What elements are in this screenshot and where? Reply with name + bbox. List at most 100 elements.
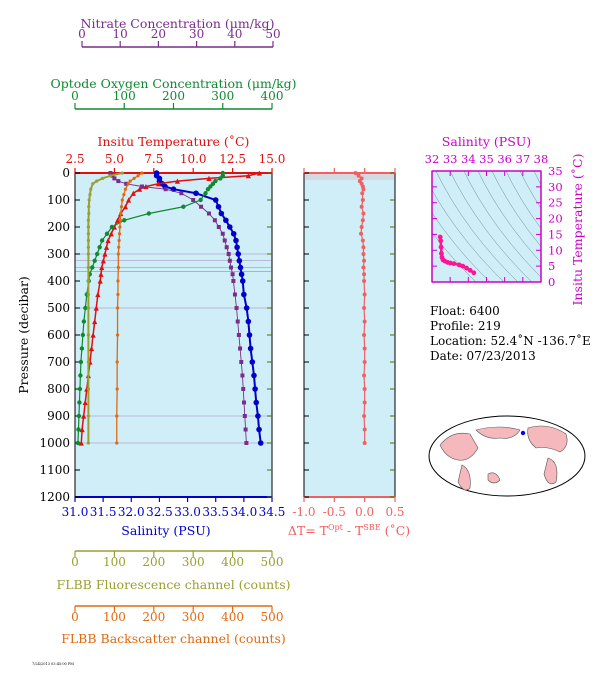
backscatter-point — [115, 306, 120, 310]
fluorescence-point — [95, 179, 99, 183]
backscatter-point — [132, 176, 136, 180]
nitrate-axis-title: Nitrate Concentration (μm/kg) — [81, 16, 275, 31]
nitrate-point — [116, 179, 121, 184]
salinity-point — [239, 278, 246, 284]
backscatter-tick-label: 500 — [261, 610, 284, 624]
salinity-tick-label: 31.5 — [90, 505, 117, 519]
oxygen-point — [79, 346, 85, 351]
oxygen-point — [92, 258, 97, 263]
delta-t-point — [362, 441, 367, 445]
salinity-point — [241, 291, 247, 298]
temperature-point — [92, 318, 98, 325]
nitrate-point — [191, 198, 196, 202]
backscatter-point — [119, 211, 123, 216]
delta-t-point — [361, 187, 366, 192]
ts-point — [467, 267, 473, 273]
ts-point — [439, 251, 444, 256]
nitrate-point — [236, 333, 241, 337]
pressure-tick-label: 100 — [47, 193, 70, 207]
temperature-point — [98, 271, 104, 277]
backscatter-tick-label: 100 — [103, 610, 126, 624]
delta-t-tick-label: -0.5 — [323, 505, 346, 519]
salinity-point — [246, 332, 253, 338]
nitrate-tick-label: 30 — [189, 27, 204, 41]
fluorescence-point — [89, 187, 93, 191]
fluorescence-tick-label: 0 — [71, 555, 79, 569]
pressure-tick-label: 600 — [47, 328, 70, 342]
oxygen-point — [83, 305, 88, 311]
delta-t-point — [362, 279, 367, 283]
ts-density-contour — [505, 171, 541, 229]
fluorescence-point — [87, 205, 91, 209]
fluorescence-point — [120, 171, 124, 175]
ts-point — [438, 238, 444, 244]
fluorescence-point — [87, 211, 91, 216]
temperature-tick-label: 7.5 — [144, 152, 163, 166]
fluorescence-tick-label: 500 — [261, 555, 284, 569]
fluorescence-point — [88, 193, 92, 197]
ts-density-contour — [435, 171, 519, 282]
salinity-tick-label: 34.5 — [259, 505, 286, 519]
pressure-tick-label: 1200 — [39, 490, 70, 504]
nitrate-point — [227, 258, 232, 263]
temperature-point — [206, 175, 212, 181]
pressure-tick-label: 0 — [62, 166, 70, 180]
ts-temperature-tick-label: 0 — [548, 275, 555, 289]
backscatter-point — [128, 179, 132, 183]
fluorescence-point — [91, 182, 95, 186]
fluorescence-point — [86, 232, 90, 236]
float-id: Float: 6400 — [430, 304, 500, 318]
ts-temperature-tick-label: 25 — [548, 196, 563, 210]
delta-t-axis-title: ΔT= TOpt - TSBE (˚C) — [288, 523, 410, 538]
salinity-point — [253, 399, 260, 406]
backscatter-point — [118, 218, 122, 222]
nitrate-point — [229, 265, 234, 270]
world-map — [428, 415, 586, 497]
temperature-point — [82, 399, 88, 406]
nitrate-point — [206, 211, 211, 216]
oxygen-point — [77, 400, 82, 405]
backscatter-point — [115, 414, 119, 418]
nitrate-point — [231, 279, 236, 283]
oxygen-tick-label: 0 — [71, 89, 79, 103]
temperature-point — [99, 264, 105, 271]
temperature-tick-label: 15.0 — [259, 152, 286, 166]
temperature-point — [256, 170, 262, 176]
delta-t-tick-label: 0.5 — [385, 505, 404, 519]
delta-t-point — [362, 272, 367, 277]
salinity-point — [252, 386, 258, 392]
salinity-point — [226, 224, 233, 230]
temperature-tick-label: 10.0 — [180, 152, 207, 166]
pressure-tick-label: 200 — [47, 220, 70, 234]
backscatter-point — [115, 387, 119, 391]
salinity-axis-title: Salinity (PSU) — [121, 523, 210, 538]
delta-t-title-part: (˚C) — [381, 523, 411, 538]
temperature-point — [97, 278, 103, 284]
pressure-tick-label: 900 — [47, 409, 70, 423]
delta-t-title-part: SBE — [363, 523, 380, 532]
nitrate-point — [241, 387, 246, 391]
nitrate-point — [216, 225, 221, 229]
temperature-point — [100, 258, 106, 264]
delta-t-point — [362, 373, 367, 378]
salinity-tick-label: 32.0 — [118, 505, 145, 519]
nitrate-point — [230, 272, 235, 277]
ts-temperature-tick-label: 10 — [548, 243, 563, 257]
pressure-tick-label: 500 — [47, 301, 70, 315]
ts-point — [471, 270, 477, 276]
backscatter-point — [116, 265, 120, 270]
temperature-point — [105, 237, 111, 244]
ts-density-contour — [432, 189, 505, 282]
salinity-point — [243, 305, 250, 311]
nitrate-point — [234, 306, 239, 310]
temperature-point — [108, 231, 114, 237]
temperature-tick-label: 5.0 — [105, 152, 124, 166]
backscatter-point — [126, 182, 130, 186]
backscatter-point — [117, 232, 122, 236]
fluorescence-point — [86, 265, 90, 270]
ts-salinity-tick-label: 34 — [461, 152, 476, 166]
oxygen-point — [78, 373, 83, 378]
temperature-point — [245, 173, 251, 179]
delta-t-point — [360, 191, 365, 196]
map-landmass — [527, 425, 568, 453]
